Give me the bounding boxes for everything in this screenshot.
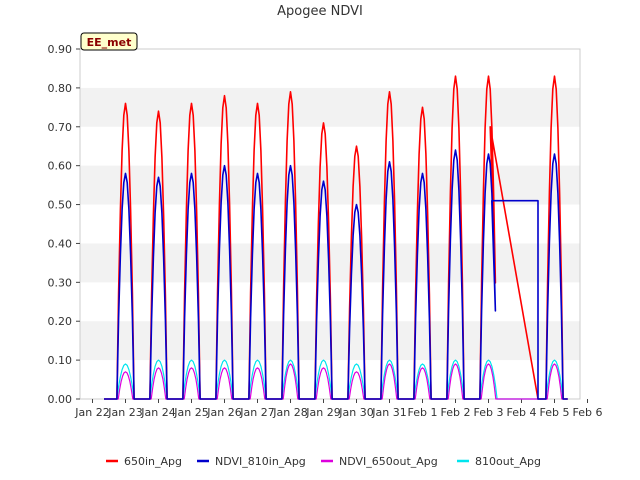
- x-tick-label: Feb 5: [540, 406, 570, 419]
- y-tick-label: 0.80: [48, 82, 73, 95]
- x-tick-label: Feb 4: [507, 406, 537, 419]
- legend-label: 650in_Apg: [124, 455, 182, 468]
- x-tick-label: Feb 6: [573, 406, 603, 419]
- x-tick-label: Jan 26: [206, 406, 241, 419]
- y-tick-label: 0.40: [48, 237, 73, 250]
- legend-label: NDVI_810in_Apg: [215, 455, 306, 468]
- x-tick-label: Feb 2: [441, 406, 471, 419]
- legend-label: NDVI_650out_Apg: [339, 455, 438, 468]
- x-tick-label: Jan 31: [371, 406, 406, 419]
- y-tick-label: 0.10: [48, 354, 73, 367]
- x-tick-label: Jan 24: [140, 406, 175, 419]
- x-tick-label: Jan 27: [239, 406, 274, 419]
- x-tick-label: Feb 3: [474, 406, 504, 419]
- y-tick-label: 0.90: [48, 43, 73, 56]
- x-tick-label: Feb 1: [408, 406, 438, 419]
- x-tick-label: Jan 30: [338, 406, 373, 419]
- y-tick-label: 0.30: [48, 276, 73, 289]
- series-line-810out-apg: [104, 359, 568, 400]
- grid-band: [80, 87, 580, 127]
- ee-met-badge: EE_met: [80, 32, 138, 51]
- x-tick-label: Jan 23: [107, 406, 142, 419]
- series-line-ndvi-650out-apg: [104, 363, 568, 400]
- x-tick-label: Jan 25: [173, 406, 208, 419]
- badge-label: EE_met: [87, 36, 132, 49]
- plot-area: [79, 48, 581, 400]
- series-line-ndvi-810in-apg: [104, 149, 568, 400]
- legend-label: 810out_Apg: [475, 455, 541, 468]
- legend: 650in_Apg NDVI_810in_Apg NDVI_650out_Apg 81…: [106, 455, 541, 468]
- chart-title: Apogee NDVI: [277, 4, 363, 19]
- x-tick-label: Jan 28: [272, 406, 307, 419]
- y-axis: 0.00 0.10 0.20 0.30 0.40 0.50 0.60 0.70 0.80 0.90: [48, 43, 80, 406]
- x-tick-label: Jan 29: [305, 406, 340, 419]
- y-tick-label: 0.00: [48, 393, 73, 406]
- series-lines: [104, 75, 568, 400]
- y-tick-label: 0.60: [48, 160, 73, 173]
- y-tick-label: 0.50: [48, 199, 73, 212]
- x-tick-label: Jan 22: [74, 406, 109, 419]
- y-tick-label: 0.20: [48, 315, 73, 328]
- y-tick-label: 0.70: [48, 121, 73, 134]
